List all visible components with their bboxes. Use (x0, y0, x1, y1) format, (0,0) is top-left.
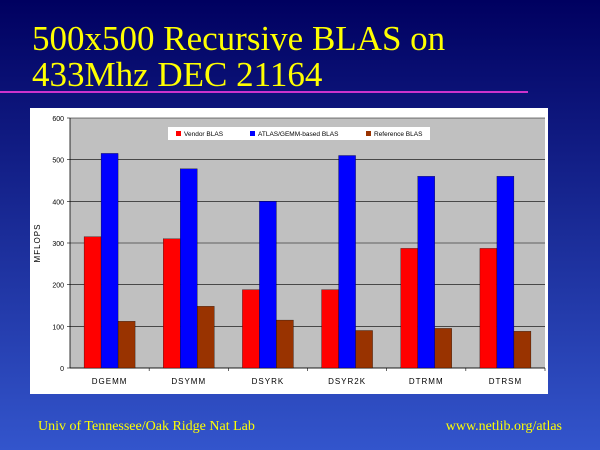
bar (117, 321, 136, 369)
bar (100, 153, 119, 369)
x-tick-label: DTRMM (409, 377, 444, 386)
y-tick-label: 0 (60, 366, 64, 373)
bar (434, 328, 452, 369)
footer-left: Univ of Tennessee/Oak Ridge Nat Lab (38, 419, 255, 434)
bar (496, 176, 515, 369)
bar (338, 155, 356, 369)
y-tick-label: 600 (52, 116, 64, 123)
legend (168, 127, 430, 140)
x-tick-label: DSYRK (252, 377, 285, 386)
x-tick-label: DTRSM (489, 377, 522, 386)
y-tick-label: 500 (52, 158, 64, 165)
legend-swatch (176, 131, 181, 136)
legend-label: ATLAS/GEMM-based BLAS (258, 131, 339, 138)
slide-title: 433Mhz DEC 21164 (32, 55, 322, 94)
y-axis-label: MFLOPS (33, 224, 42, 263)
x-tick-label: DSYMM (171, 377, 206, 386)
slide-title: 500x500 Recursive BLAS on (32, 19, 445, 58)
bar (400, 248, 418, 369)
bar (276, 319, 294, 369)
footer-right: www.netlib.org/atlas (446, 419, 562, 434)
x-tick-label: DGEMM (92, 377, 128, 386)
y-tick-label: 200 (52, 283, 64, 290)
y-tick-label: 100 (52, 324, 64, 331)
bar (242, 289, 260, 369)
bar (479, 248, 498, 369)
bar (513, 331, 532, 369)
chart: 0 100 200 300 400 500 600 DGEMM DSYMM DSYRK DSYR2K… (52, 116, 546, 386)
bar (197, 306, 215, 369)
bar (321, 289, 339, 369)
x-tick-label: DSYR2K (328, 377, 366, 386)
bar (163, 238, 181, 369)
legend-swatch (366, 131, 371, 136)
bar (417, 176, 435, 369)
bar (259, 201, 277, 369)
bar (355, 330, 373, 369)
y-tick-label: 300 (52, 241, 64, 248)
bar (83, 236, 102, 369)
legend-swatch (250, 131, 255, 136)
y-tick-label: 400 (52, 199, 64, 206)
legend-label: Reference BLAS (374, 131, 423, 138)
bar (180, 168, 198, 369)
legend-label: Vendor BLAS (184, 131, 224, 138)
